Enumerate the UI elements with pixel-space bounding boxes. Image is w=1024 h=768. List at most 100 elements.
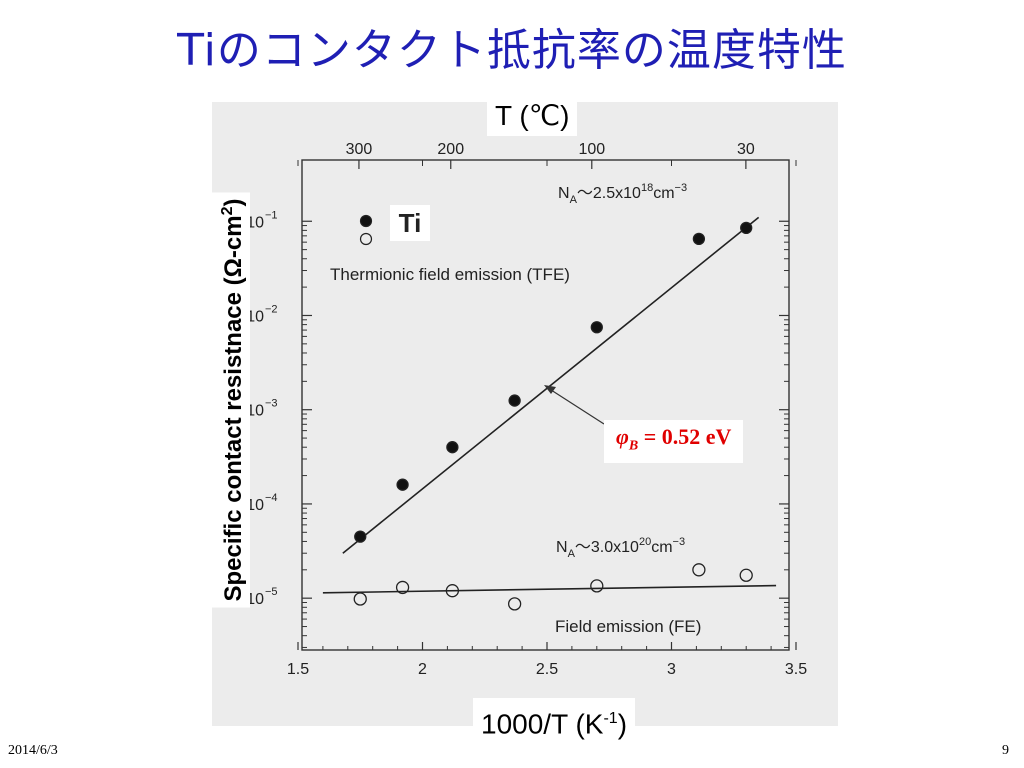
barrier-value: = 0.52 eV (638, 424, 732, 449)
fe-label: Field emission (FE) (555, 617, 701, 636)
data-point-filled (508, 394, 521, 407)
x-tick-label-part: 1.5 (287, 661, 309, 678)
x-tick-label-part: 2.5 (536, 661, 558, 678)
barrier-sub: B (628, 438, 639, 454)
x-axis-label: 1000/T (K-1) (473, 698, 636, 746)
data-point-open (590, 579, 604, 593)
x-tick-label-part: 3.5 (785, 661, 807, 678)
data-point-filled (590, 321, 603, 334)
data-point-filled (354, 530, 367, 543)
plot-frame (301, 159, 790, 651)
fe-concentration-part: 20 (639, 536, 651, 548)
y-tick-label-part: 10 (246, 214, 264, 231)
x-tick-label: 3 (667, 661, 676, 678)
y-ticks: 10−110−210−310−410−5 (246, 209, 789, 648)
y-tick-label-part: 10 (246, 308, 264, 325)
legend-label-part: Ti (399, 208, 422, 238)
top-tick-label: 30 (737, 141, 755, 158)
y-tick-sup: −1 (265, 209, 278, 221)
y-axis-label-base: Specific contact resistnace (Ω-cm (220, 215, 247, 602)
data-point-open (445, 584, 460, 598)
x-axis-label-tail: ) (617, 708, 628, 740)
top-ticks: 300 200 100 30 (346, 141, 755, 169)
y-tick-label-part: 10 (246, 403, 264, 420)
y-tick-sup: −5 (265, 586, 278, 598)
x-axis-label-sup: -1 (603, 710, 618, 727)
fit-line-1 (342, 216, 760, 554)
top-tick-label-part: 200 (437, 141, 464, 158)
barrier-height-label: φB = 0.52 eV (604, 420, 744, 464)
top-axis-label: T (℃) (487, 96, 578, 136)
fe-concentration-part: 〜3.0x10 (575, 539, 639, 556)
barrier-symbol: φ (616, 424, 629, 449)
y-tick-label: 10 (246, 497, 264, 514)
y-tick-label: 10 (246, 591, 264, 608)
y-tick-sup: −4 (265, 492, 278, 504)
data-points (353, 221, 753, 611)
top-tick-label: 100 (578, 141, 605, 158)
top-tick-label: 300 (346, 141, 373, 158)
barrier-arrow-head (544, 385, 556, 394)
y-tick-label-part: 10 (246, 497, 264, 514)
tfe-concentration-part: cm (653, 185, 674, 202)
top-tick-label-part: 30 (737, 141, 755, 158)
y-tick-sup-part: −3 (265, 398, 278, 410)
y-tick-sup-part: −5 (265, 586, 278, 598)
legend-marker-filled (359, 214, 373, 228)
y-tick-label: 10 (246, 214, 264, 231)
data-point-filled (446, 441, 459, 454)
plot-border (301, 159, 790, 651)
x-tick-label: 2.5 (536, 661, 558, 678)
chart-figure: 1.5 2 2.5 3 3.5 300 200 100 30 10 −1 10 −2 10 −3 10 −4… (212, 102, 838, 726)
tfe-concentration: NA〜2.5x1018cm−3 (558, 182, 687, 206)
data-point-filled (740, 221, 753, 235)
x-tick-label: 1.5 (287, 661, 309, 678)
x-axis-label-base: 1000/T (K (481, 708, 604, 740)
y-axis-label: Specific contact resistnace (Ω-cm2) (212, 192, 250, 608)
x-tick-label-part: 2 (418, 661, 427, 678)
footer-date: 2014/6/3 (8, 743, 58, 758)
data-point-open (507, 597, 522, 611)
y-tick-sup: −2 (265, 303, 278, 315)
legend-marker-open (359, 232, 373, 246)
fe-concentration-part: A (568, 548, 576, 560)
x-ticks: 1.5 2 2.5 3 3.5 (287, 160, 807, 678)
tfe-concentration-part: 18 (641, 182, 653, 194)
fe-label-part: Field emission (FE) (555, 617, 701, 636)
fe-concentration-part: −3 (673, 536, 686, 548)
chart-svg: 1.5 2 2.5 3 3.5 300 200 100 30 10−110−210−310−4… (246, 141, 807, 678)
x-tick-label: 2 (418, 661, 427, 678)
tfe-concentration-part: A (570, 194, 578, 206)
data-point-open (395, 580, 410, 595)
annotations: Ti NA〜2.5x1018cm−3 Thermionic field emissi… (330, 182, 701, 636)
x-tick-label: 3.5 (785, 661, 807, 678)
legend-label-box (390, 205, 430, 241)
y-tick-label-part: 10 (246, 591, 264, 608)
data-point-open (739, 568, 753, 582)
data-point-filled (396, 478, 409, 491)
fit-line-2 (322, 584, 777, 594)
y-axis-label-tail: ) (220, 198, 247, 207)
y-axis-label-sup: 2 (219, 206, 236, 216)
legend-label: Ti (399, 208, 422, 238)
tfe-label-part: Thermionic field emission (TFE) (330, 265, 570, 284)
tfe-concentration-part: −3 (675, 182, 688, 194)
fe-concentration: NA〜3.0x1020cm−3 (556, 536, 685, 560)
slide-title: Tiのコンタクト抵抗率の温度特性 (177, 25, 847, 76)
top-tick-label-part: 100 (578, 141, 605, 158)
top-tick-label-part: 300 (346, 141, 373, 158)
tfe-label: Thermionic field emission (TFE) (330, 265, 570, 284)
y-tick-label: 10 (246, 403, 264, 420)
y-tick-sup-part: −2 (265, 303, 278, 315)
barrier-arrow (547, 387, 605, 425)
data-point-filled (692, 232, 706, 246)
fe-concentration-part: N (556, 539, 568, 556)
y-tick-label: 10 (246, 308, 264, 325)
y-tick-sup-part: −1 (265, 209, 278, 221)
y-tick-sup-part: −4 (265, 492, 278, 504)
fe-concentration-part: cm (651, 539, 672, 556)
page-number: 9 (1002, 743, 1009, 758)
y-tick-sup: −3 (265, 398, 278, 410)
data-point-open (353, 592, 367, 606)
x-tick-label-part: 3 (667, 661, 676, 678)
